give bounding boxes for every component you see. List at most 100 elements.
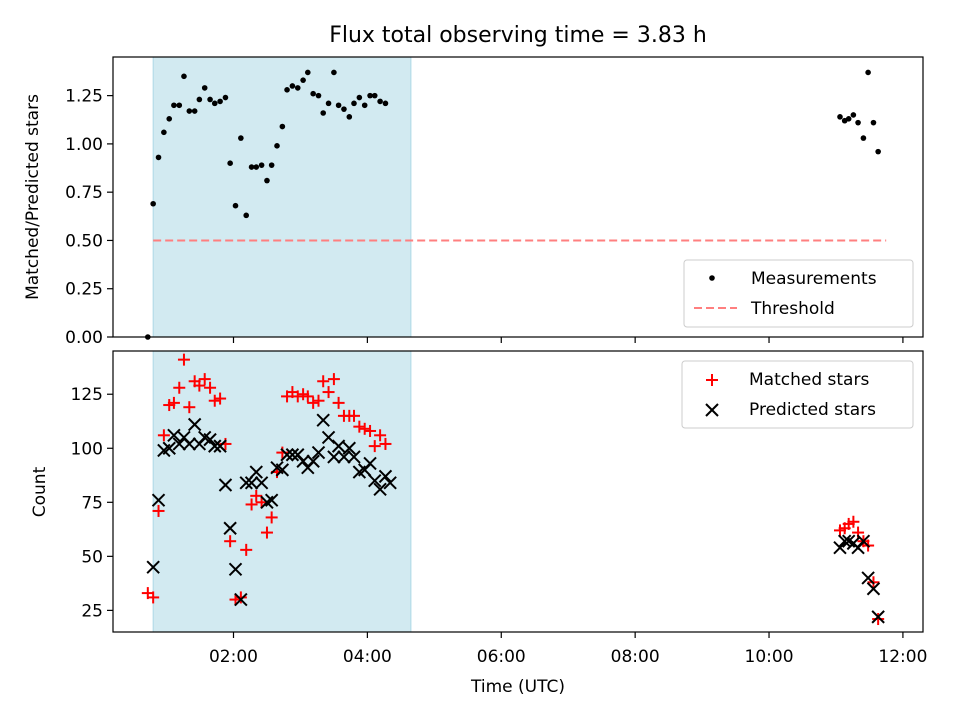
predicted-star-stroke-b: [167, 428, 181, 443]
legend-predicted-marker: [705, 403, 719, 417]
bottom-x-ticks: 02:00 04:00 06:00 08:00 10:00 12:00: [209, 632, 927, 667]
predicted-star-point: [254, 476, 269, 490]
x-tick-label: 08:00: [611, 647, 660, 667]
predicted-star-stroke-b: [327, 450, 341, 464]
predicted-star-point: [337, 450, 351, 464]
measurement-point: [207, 96, 213, 103]
predicted-star-point: [228, 562, 243, 577]
predicted-star-stroke-b: [373, 482, 387, 497]
legend-threshold-label: Threshold: [750, 299, 835, 319]
measurement-point: [155, 154, 162, 161]
bottom-y-tick-label: 25: [81, 601, 103, 621]
predicted-star-stroke-b: [331, 439, 346, 453]
predicted-star-point: [203, 432, 217, 447]
matched-star-point: [312, 394, 325, 407]
top-y-tick-label: 0.75: [65, 183, 103, 203]
legend-matched-marker: [706, 374, 718, 386]
predicted-star-point: [833, 540, 847, 555]
matched-star-point: [224, 535, 237, 548]
predicted-star-stroke-b: [162, 441, 176, 455]
bottom-y-tick-label: 100: [71, 439, 103, 459]
predicted-star-point: [218, 478, 233, 492]
measurement-point: [279, 123, 286, 130]
predicted-star-stroke-b: [208, 439, 222, 453]
bottom-ylabel: Count: [30, 466, 50, 517]
predicted-star-stroke-b: [368, 473, 382, 488]
matched-star-point: [214, 392, 227, 405]
bottom-y-tick-label: 75: [81, 493, 103, 513]
measurement-point: [196, 96, 203, 103]
measurement-point: [361, 102, 368, 109]
predicted-star-point: [383, 476, 397, 490]
predicted-star-stroke-b: [378, 469, 393, 484]
measurement-point: [860, 135, 867, 141]
matched-star-point: [204, 381, 217, 394]
predicted-star-stroke-b: [151, 493, 166, 507]
predicted-star-point: [187, 417, 202, 432]
matched-star-point: [147, 591, 160, 604]
measurement-point: [248, 164, 255, 170]
matched-star-point: [198, 373, 211, 386]
matched-star-point: [353, 420, 366, 433]
bottom-shaded-span: [152, 350, 412, 633]
predicted-star-stroke-b: [182, 437, 197, 451]
predicted-star-stroke-b: [856, 534, 871, 548]
legend-measurements-label: Measurements: [751, 269, 877, 289]
predicted-star-point: [368, 473, 382, 488]
predicted-star-stroke-b: [316, 413, 330, 427]
predicted-star-stroke-b: [234, 592, 248, 607]
top-y-tick-label: 0.50: [65, 231, 103, 251]
matched-star-point: [301, 390, 314, 403]
matched-star-point: [173, 381, 186, 394]
predicted-star-point: [146, 560, 160, 574]
measurement-point: [845, 115, 852, 122]
top-y-tick-label: 0.00: [65, 328, 103, 348]
predicted-star-point: [151, 493, 166, 507]
measurement-point: [201, 85, 208, 91]
matched-star-point: [234, 591, 247, 604]
matched-star-point: [260, 526, 273, 539]
legend-matched-label: Matched stars: [749, 370, 869, 390]
predicted-star-stroke-b: [146, 560, 160, 574]
predicted-star-stroke-b: [249, 465, 263, 479]
measurement-point: [232, 202, 239, 209]
matched-star-point: [276, 446, 289, 459]
matched-star-point: [240, 543, 253, 556]
predicted-star-point: [856, 534, 871, 548]
matched-star-point: [307, 396, 320, 409]
predicted-star-point: [162, 441, 176, 455]
legend-predicted-label: Predicted stars: [749, 400, 876, 420]
predicted-star-stroke-b: [228, 562, 243, 577]
matched-star-point: [872, 613, 885, 626]
chart-title: Flux total observing time = 3.83 h: [329, 23, 707, 48]
predicted-star-point: [296, 454, 310, 468]
predicted-star-stroke-b: [861, 571, 875, 585]
measurement-point: [161, 129, 167, 136]
predicted-star-stroke-b: [223, 521, 237, 535]
matched-star-point: [291, 390, 304, 403]
predicted-star-points: [146, 413, 885, 624]
matched-star-point: [157, 429, 170, 442]
predicted-star-point: [208, 439, 222, 453]
measurement-point: [346, 114, 353, 120]
matched-star-point: [379, 437, 392, 450]
matched-star-point: [322, 386, 335, 399]
predicted-star-point: [378, 469, 393, 484]
predicted-star-stroke-b: [342, 441, 357, 455]
top-y-tick-label: 1.25: [65, 87, 103, 107]
measurement-point: [377, 98, 383, 105]
matched-star-point: [347, 409, 360, 422]
measurement-point: [166, 115, 173, 122]
measurement-point: [171, 102, 177, 109]
matched-star-point: [364, 424, 377, 437]
matched-star-point: [327, 373, 340, 386]
predicted-star-point: [239, 476, 253, 490]
measurement-point: [294, 85, 301, 91]
top-legend: Measurements Threshold: [683, 259, 914, 328]
matched-star-point: [250, 489, 263, 502]
predicted-star-point: [244, 476, 259, 490]
predicted-star-stroke-b: [833, 540, 847, 555]
predicted-star-stroke-b: [871, 610, 885, 624]
predicted-star-stroke-b: [203, 432, 217, 447]
x-tick-label: 12:00: [878, 647, 927, 667]
